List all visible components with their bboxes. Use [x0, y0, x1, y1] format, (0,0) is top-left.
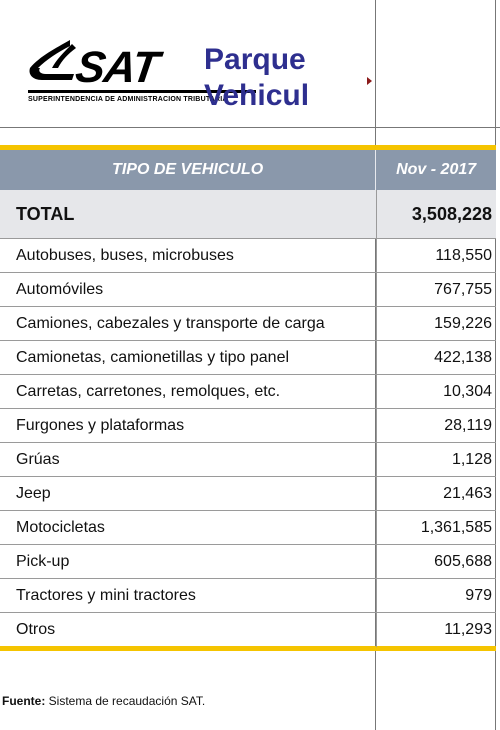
page-title-line1: Parque [204, 43, 306, 76]
table-top-rule [0, 145, 496, 150]
row-label: Jeep [16, 484, 51, 502]
header-tipo: TIPO DE VEHICULO [112, 161, 264, 178]
table-body: Autobuses, buses, microbuses 118,550 Auto… [0, 238, 496, 647]
table-row: Motocicletas 1,361,585 [0, 510, 496, 545]
sat-logo: SAT SUPERINTENDENCIA DE ADMINISTRACION T… [26, 38, 356, 118]
table-header: TIPO DE VEHICULO Nov - 2017 [0, 150, 496, 190]
column-divider [375, 0, 376, 730]
total-row: TOTAL 3,508,228 [0, 190, 496, 238]
source-note: Fuente: Sistema de recaudación SAT. [2, 694, 205, 708]
row-value: 28,119 [376, 408, 496, 443]
row-value: 979 [376, 578, 496, 613]
vehicle-table: TIPO DE VEHICULO Nov - 2017 TOTAL 3,508,… [0, 145, 496, 651]
source-label: Fuente: [2, 694, 46, 708]
table-row: Automóviles 767,755 [0, 272, 496, 307]
row-label: Furgones y plataformas [16, 416, 185, 434]
logo-underline [28, 90, 256, 93]
row-value: 11,293 [376, 612, 496, 647]
sat-wordmark: SAT [72, 43, 162, 92]
row-value: 159,226 [376, 306, 496, 341]
row-label: Grúas [16, 450, 60, 468]
total-label: TOTAL [16, 203, 75, 224]
row-value: 605,688 [376, 544, 496, 579]
row-label: Tractores y mini tractores [16, 586, 196, 604]
source-text: Sistema de recaudación SAT. [45, 694, 206, 708]
row-label: Pick-up [16, 552, 70, 570]
row-label: Motocicletas [16, 518, 105, 536]
table-bottom-rule [0, 646, 496, 651]
row-value: 21,463 [376, 476, 496, 511]
logo-subtitle: SUPERINTENDENCIA DE ADMINISTRACION TRIBU… [28, 96, 228, 103]
row-value: 10,304 [376, 374, 496, 409]
total-value: 3,508,228 [376, 190, 496, 238]
row-value: 422,138 [376, 340, 496, 375]
table-row: Furgones y plataformas 28,119 [0, 408, 496, 443]
right-border [495, 0, 496, 730]
table-row: Grúas 1,128 [0, 442, 496, 477]
table-row: Autobuses, buses, microbuses 118,550 [0, 238, 496, 273]
header-date: Nov - 2017 [375, 150, 496, 190]
marker-arrow-icon [367, 77, 372, 85]
row-label: Camiones, cabezales y transporte de carg… [16, 314, 325, 332]
page-title-line2: Vehicul [204, 79, 310, 112]
row-label: Autobuses, buses, microbuses [16, 246, 234, 264]
row-value: 767,755 [376, 272, 496, 307]
row-label: Otros [16, 620, 56, 638]
row-value: 1,361,585 [376, 510, 496, 545]
row-label: Carretas, carretones, remolques, etc. [16, 382, 281, 400]
row-value: 118,550 [376, 238, 496, 273]
header-rule [0, 127, 500, 128]
row-label: Automóviles [16, 280, 104, 298]
table-row: Carretas, carretones, remolques, etc. 10,… [0, 374, 496, 409]
row-label: Camionetas, camionetillas y tipo panel [16, 348, 290, 366]
row-value: 1,128 [376, 442, 496, 477]
table-row: Tractores y mini tractores 979 [0, 578, 496, 613]
table-row: Camionetas, camionetillas y tipo panel 42… [0, 340, 496, 375]
table-row: Pick-up 605,688 [0, 544, 496, 579]
sat-emblem-icon [29, 40, 76, 80]
table-row: Camiones, cabezales y transporte de carg… [0, 306, 496, 341]
table-row: Jeep 21,463 [0, 476, 496, 511]
table-row: Otros 11,293 [0, 612, 496, 647]
